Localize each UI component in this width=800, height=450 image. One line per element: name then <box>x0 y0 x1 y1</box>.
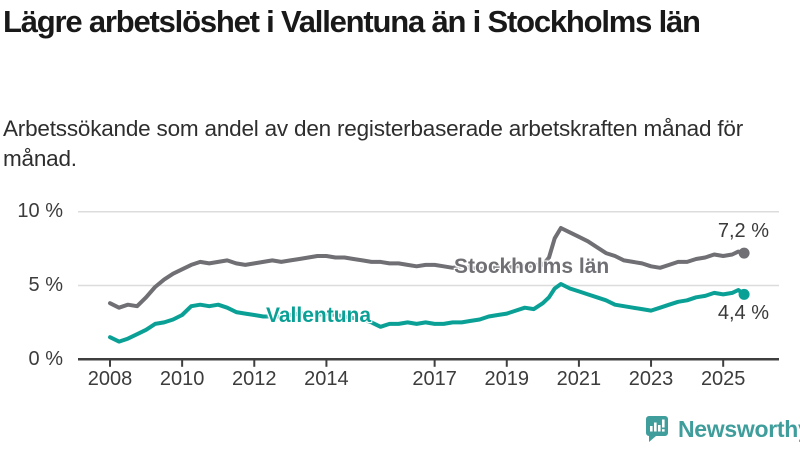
x-axis-label-2025: 2025 <box>700 368 746 390</box>
page-title: Lägre arbetslöshet i Vallentuna än i Sto… <box>3 4 701 39</box>
line-vallentuna <box>108 282 747 344</box>
chart-subtitle: Arbetssökande som andel av den registerb… <box>3 116 743 171</box>
newsworthy-bubble-chart-icon <box>646 416 668 442</box>
y-axis-label-10: 10 % <box>17 200 63 223</box>
line-stockholms-lan <box>108 226 747 310</box>
newsworthy-logo: Newsworthy <box>645 415 800 443</box>
x-axis-label-2012: 2012 <box>232 368 277 390</box>
end-value-label-vallentuna: 4,4 % <box>717 302 769 324</box>
end-value-label-stockholms-lan: 7,2 % <box>717 220 769 242</box>
end-dot-stockholms-lan <box>738 247 750 259</box>
x-axis-label-2023: 2023 <box>628 368 674 390</box>
y-axis-label-5: 5 % <box>28 274 63 297</box>
x-axis-label-2014: 2014 <box>304 368 349 390</box>
newsworthy-logo-text: Newsworthy <box>678 415 800 442</box>
x-axis-label-2019: 2019 <box>484 368 530 390</box>
series-label-stockholms-lan: Stockholms län <box>454 255 610 278</box>
x-axis-label-2010: 2010 <box>159 368 205 390</box>
x-axis-label-2021: 2021 <box>556 368 602 390</box>
x-axis-label-2008: 2008 <box>87 368 133 390</box>
end-dot-vallentuna <box>738 288 750 300</box>
y-axis-label-0: 0 % <box>28 347 63 370</box>
x-axis-label-2017: 2017 <box>412 368 457 390</box>
series-label-vallentuna: Vallentuna <box>266 304 372 327</box>
